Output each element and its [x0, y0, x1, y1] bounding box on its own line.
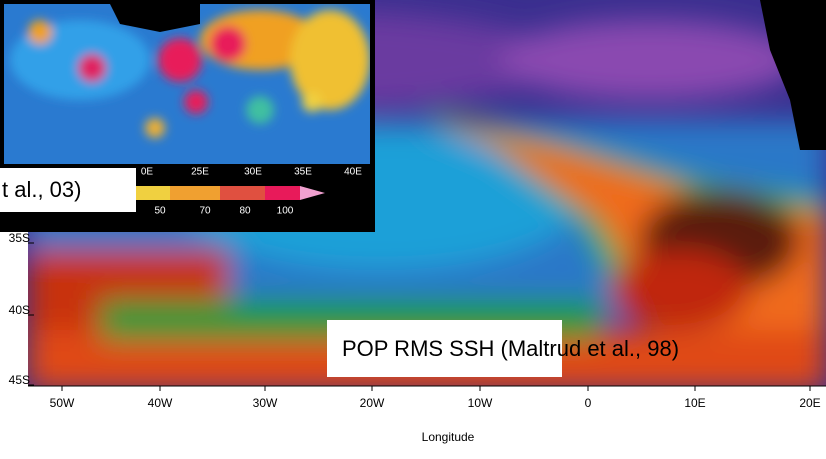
x-tick-label: 40W [148, 396, 173, 410]
inset-tick-label: 25E [191, 167, 209, 178]
x-tick-label: 10W [468, 396, 493, 410]
caption-box [327, 320, 562, 377]
x-tick-label: 50W [50, 396, 75, 410]
x-tick-label: 10E [684, 396, 705, 410]
inset-tick-label: 40E [344, 167, 362, 178]
inset-tick-label: 35E [294, 167, 312, 178]
x-tick-label: 20W [360, 396, 385, 410]
ssh-map [28, 0, 826, 386]
colorbar-label: 50 [154, 206, 166, 217]
y-tick-label: 40S [9, 303, 30, 317]
map-caption: POP RMS SSH (Maltrud et al., 98) [342, 336, 679, 361]
x-axis: 50W 40W 30W 20W 10W 0 10E 20E Longitude [28, 385, 826, 444]
inset-tick-label: 30E [244, 167, 262, 178]
inset-caption: t al., 03) [2, 177, 81, 202]
colorbar-label: 80 [239, 206, 251, 217]
y-axis: 35S 40S 45S [9, 231, 34, 387]
y-tick-label: 45S [9, 373, 30, 387]
y-tick-label: 35S [9, 231, 30, 245]
inset-caption-box [0, 168, 136, 212]
colorbar-label: 100 [277, 206, 294, 217]
inset-tick-label: 0E [141, 167, 154, 178]
x-tick-label: 30W [253, 396, 278, 410]
colorbar-label: 70 [199, 206, 211, 217]
x-tick-label: 0 [585, 396, 592, 410]
x-axis-label: Longitude [422, 430, 475, 444]
x-tick-label: 20E [799, 396, 820, 410]
